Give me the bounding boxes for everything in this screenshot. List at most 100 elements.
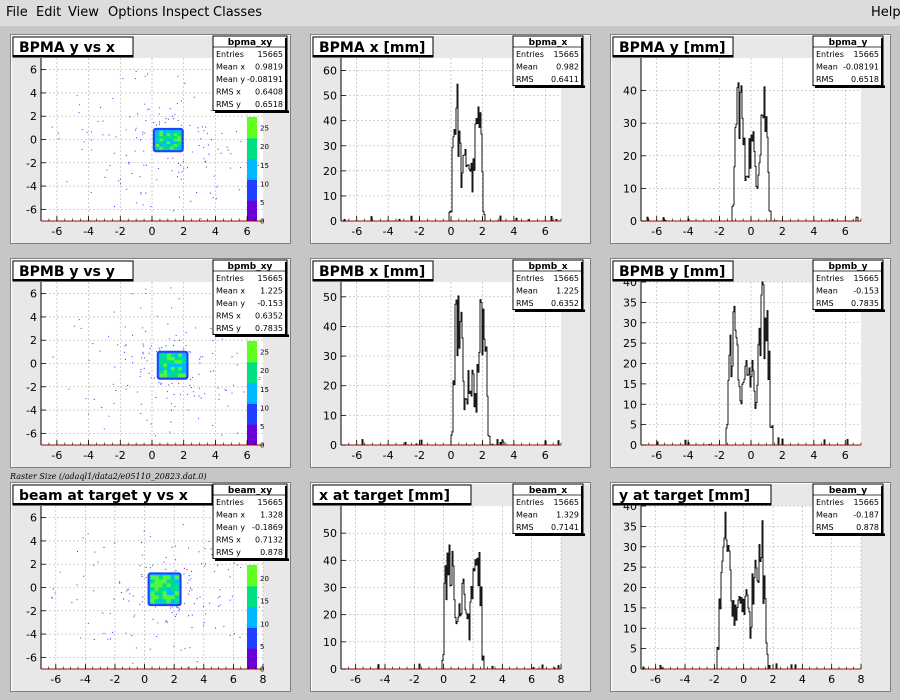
beam-core-cell [166, 133, 171, 137]
palette-cell [247, 613, 257, 618]
scatter-point [200, 138, 202, 140]
beam-core-cell [162, 591, 167, 596]
scatter-point [159, 121, 161, 123]
x-tick-label: 4 [510, 225, 517, 238]
stats-value: 0.7132 [255, 536, 283, 545]
pad-beam_y[interactable]: -6 -4 -2 0 2 4 6 8 0 5 10 15 20 25 30 35 40 y at target [… [610, 482, 891, 692]
y-tick-label: 20 [623, 150, 637, 163]
scatter-point [218, 398, 220, 400]
menu-help[interactable]: Help [871, 5, 900, 20]
scatter-point [87, 622, 89, 624]
scatter-point [188, 615, 190, 617]
scatter-point [163, 561, 165, 563]
beam-core-cell [167, 356, 172, 361]
scatter-point [140, 403, 142, 405]
scatter-point [191, 570, 193, 572]
stats-value: -0.1869 [252, 523, 283, 532]
stats-key: RMS y [216, 324, 241, 333]
palette-cell [247, 603, 257, 608]
beam-core-cell [155, 141, 160, 145]
scatter-point [158, 347, 160, 349]
stats-value: 1.225 [556, 287, 579, 296]
beam-core-cell [181, 353, 186, 358]
stats-key: Entries [516, 50, 544, 59]
scatter-point [76, 599, 78, 601]
beam-core-cell [166, 595, 171, 600]
pad-bpmb_x[interactable]: -6 -4 -2 0 2 4 6 0 10 20 30 40 50 BPMB x [mm] bpmb_x En… [310, 258, 591, 468]
scatter-point [192, 391, 194, 393]
beam-core-cell [170, 133, 174, 137]
stats-value: 1.328 [260, 511, 283, 520]
pad-bpmb_y[interactable]: -6 -4 -2 0 2 4 6 0 5 10 15 20 25 30 35 40 BPMB y [mm] bpm… [610, 258, 891, 468]
menu-options[interactable]: Options [108, 5, 159, 20]
stats-box-shadow [815, 85, 885, 88]
menu-classes[interactable]: Classes [213, 5, 262, 20]
palette-cell [247, 203, 257, 208]
scatter-point [145, 192, 147, 194]
palette-cell [247, 389, 257, 394]
scatter-point [125, 154, 127, 156]
scatter-point [188, 579, 190, 581]
beam-core-cell [170, 583, 175, 588]
scatter-point [181, 171, 183, 173]
beam-core-cell [159, 130, 164, 134]
scatter-point [189, 384, 191, 386]
title-box-shadow [313, 503, 471, 505]
pad-bpma_y[interactable]: -6 -4 -2 0 2 4 6 0 10 20 30 40 BPMA y [mm] bpma_y Entr… [610, 34, 891, 244]
root-canvas[interactable]: Raster Size (/adaql1/data2/e05110_20823.… [0, 26, 900, 700]
menu-inspect[interactable]: Inspect [162, 5, 210, 20]
palette-cell [247, 127, 257, 132]
x-tick-label: 2 [180, 225, 187, 238]
scatter-point [83, 141, 85, 143]
scatter-point [235, 130, 237, 132]
stats-key: Entries [216, 50, 244, 59]
x-tick-label: 2 [779, 225, 786, 238]
beam-core-cell [170, 575, 175, 580]
palette-cell [247, 368, 257, 373]
scatter-point [175, 545, 177, 547]
beam-core-cell [174, 595, 179, 600]
scatter-point [186, 393, 188, 395]
stats-box [512, 483, 584, 534]
y-tick-label: 15 [623, 378, 637, 391]
stats-key: Entries [216, 498, 244, 507]
menu-view[interactable]: View [68, 5, 99, 20]
palette-tick-label: 15 [260, 598, 269, 606]
stats-box-shadow [285, 262, 288, 337]
scatter-point [150, 206, 152, 208]
stats-box-shadow [515, 533, 585, 536]
scatter-point [140, 413, 142, 415]
scatter-point [141, 601, 143, 603]
scatter-point [182, 524, 184, 526]
y-tick-label: -4 [26, 628, 37, 641]
menu-edit[interactable]: Edit [36, 5, 62, 20]
stats-value: 0.6518 [255, 100, 283, 109]
beam-core-cell [159, 144, 164, 147]
scatter-point [213, 175, 215, 177]
x-tick-label: 2 [171, 673, 178, 686]
title-box-shadow [313, 55, 433, 57]
stats-value: 15665 [258, 498, 283, 507]
scatter-point [111, 631, 113, 633]
scatter-point [142, 353, 144, 355]
beam-core-cell [162, 579, 167, 584]
pad-bpma_x[interactable]: -6 -4 -2 0 2 4 6 0 10 20 30 40 50 60 BPMA x [mm] bpma_x… [310, 34, 591, 244]
palette-cell [247, 655, 257, 660]
scatter-point [149, 348, 151, 350]
y-tick-label: 2 [30, 334, 37, 347]
menu-file[interactable]: File [6, 5, 28, 20]
scatter-point [158, 113, 160, 115]
stats-box-shadow [515, 85, 585, 88]
beam-core-cell [162, 141, 167, 145]
scatter-point [126, 590, 128, 592]
beam-core-cell [163, 363, 168, 368]
scatter-point [165, 118, 167, 120]
scatter-point [148, 372, 150, 374]
pad-beam_x[interactable]: -6 -4 -2 0 2 4 6 8 0 10 20 30 40 50 x at target [mm] be… [310, 482, 591, 692]
scatter-point [204, 393, 206, 395]
scatter-point [171, 409, 173, 411]
stats-key: RMS [816, 523, 834, 532]
